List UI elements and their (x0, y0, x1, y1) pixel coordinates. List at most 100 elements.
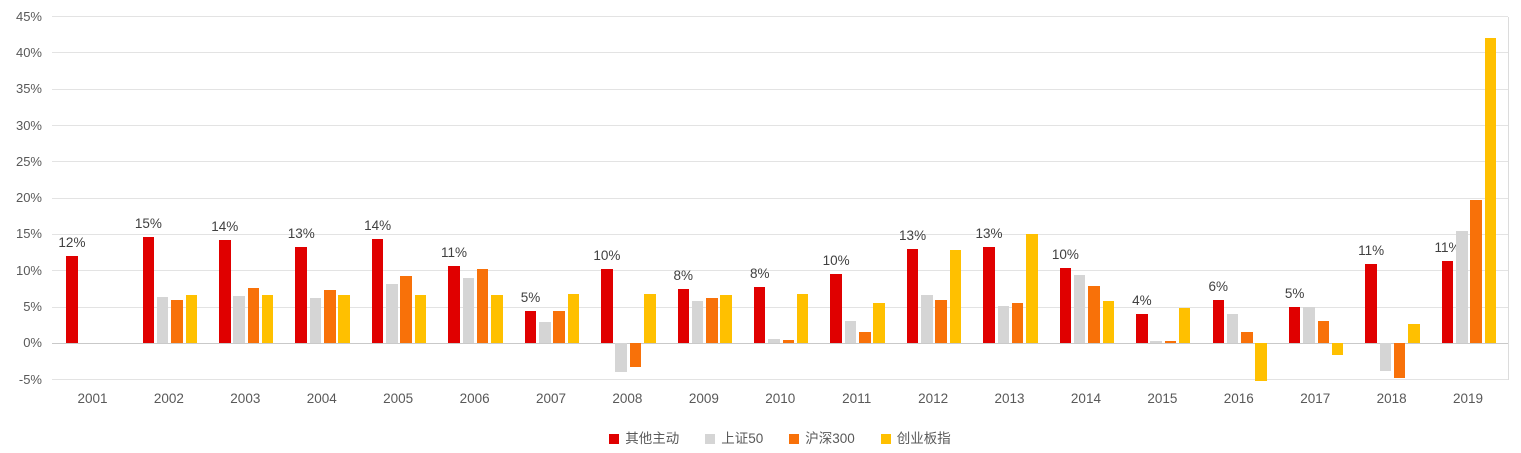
legend-item: 上证50 (705, 431, 763, 447)
y-axis-tick-label: -5% (18, 371, 42, 387)
legend-swatch-icon (705, 434, 716, 444)
x-axis-label: 2011 (842, 391, 872, 406)
bar-value-label: 11% (441, 244, 468, 260)
bar-其他主动-2019 (1441, 260, 1454, 344)
bar-创业板指-2011 (873, 303, 885, 344)
y-axis-tick-label: 45% (15, 8, 42, 24)
x-axis-label: 2010 (765, 391, 796, 406)
bar-其他主动-2009 (677, 288, 690, 344)
bar-创业板指-2004 (338, 294, 350, 344)
bar-创业板指-2016 (1255, 343, 1267, 382)
x-axis-label: 2009 (688, 391, 719, 406)
bar-其他主动-2005 (371, 238, 384, 344)
bar-创业板指-2017 (1331, 343, 1344, 355)
bar-其他主动-2017 (1288, 307, 1301, 344)
y-axis-tick-label: 40% (15, 44, 42, 60)
x-axis-label: 2012 (918, 391, 949, 406)
bar-上证50-2015 (1150, 341, 1162, 344)
bar-沪深300-2006 (476, 268, 489, 344)
bar-上证50-2019 (1456, 231, 1468, 344)
bar-上证50-2016 (1226, 313, 1239, 344)
y-axis-tick-label: 30% (15, 117, 42, 133)
x-axis-label: 2013 (994, 391, 1025, 406)
bar-上证50-2003 (233, 296, 245, 344)
legend-swatch-icon (789, 434, 800, 444)
bar-其他主动-2007 (524, 311, 537, 344)
bar-沪深300-2016 (1241, 332, 1253, 344)
bar-沪深300-2003 (247, 288, 260, 344)
gridline (52, 125, 1508, 126)
bar-value-label: 5% (520, 290, 541, 306)
bar-创业板指-2010 (796, 293, 809, 344)
bar-创业板指-2019 (1484, 38, 1497, 344)
bar-value-label: 10% (593, 247, 621, 263)
x-axis-label: 2007 (535, 391, 567, 406)
bar-沪深300-2002 (171, 300, 183, 344)
bar-其他主动-2013 (983, 246, 995, 344)
x-axis-label: 2015 (1147, 391, 1178, 406)
bar-其他主动-2004 (295, 246, 307, 344)
bar-上证50-2011 (844, 320, 857, 344)
x-axis-label: 2005 (383, 391, 414, 406)
bar-沪深300-2008 (629, 343, 642, 367)
bar-上证50-2006 (462, 277, 475, 344)
bar-沪深300-2012 (935, 299, 947, 344)
legend-label: 上证50 (721, 431, 764, 446)
y-axis-tick-label: 5% (23, 299, 42, 314)
bar-value-label: 6% (1208, 279, 1228, 295)
gridline (52, 197, 1508, 199)
y-axis-tick-label: 25% (15, 153, 42, 169)
bar-创业板指-2009 (720, 294, 732, 344)
bar-上证50-2007 (539, 322, 551, 344)
bar-其他主动-2003 (219, 240, 231, 344)
bar-创业板指-2005 (414, 294, 427, 344)
plot-area-right-border (1508, 16, 1509, 380)
gridline (52, 161, 1508, 163)
bar-其他主动-2008 (601, 268, 613, 344)
legend-label: 沪深300 (805, 431, 855, 446)
x-axis-label: 2019 (1453, 391, 1484, 406)
x-axis-label: 2016 (1223, 391, 1254, 406)
x-axis-label: 2014 (1070, 391, 1101, 406)
bar-其他主动-2010 (753, 287, 766, 344)
bar-其他主动-2001 (66, 256, 78, 344)
gridline (52, 306, 1508, 308)
y-axis-tick-label: 15% (15, 226, 42, 242)
bar-沪深300-2011 (859, 332, 871, 344)
gridline (52, 233, 1508, 235)
bar-其他主动-2015 (1136, 313, 1148, 344)
bar-沪深300-2009 (706, 298, 718, 344)
bar-创业板指-2003 (261, 294, 274, 344)
bar-上证50-2004 (309, 297, 322, 344)
bar-value-label: 13% (899, 227, 927, 243)
bar-沪深300-2018 (1393, 343, 1406, 379)
bar-value-label: 15% (134, 215, 162, 231)
x-axis-label: 2006 (459, 391, 490, 406)
y-axis-tick-label: 0% (23, 335, 42, 351)
bar-创业板指-2018 (1408, 324, 1420, 344)
bar-沪深300-2015 (1164, 341, 1177, 344)
bar-value-label: 11% (1434, 239, 1461, 255)
bar-沪深300-2005 (400, 275, 412, 344)
bar-value-label: 10% (1051, 246, 1079, 262)
bar-沪深300-2017 (1317, 320, 1330, 344)
x-axis-label: 2008 (612, 391, 643, 406)
bar-其他主动-2012 (906, 248, 919, 344)
bar-value-label: 14% (364, 217, 392, 233)
bar-沪深300-2007 (553, 310, 565, 344)
bar-上证50-2014 (1073, 275, 1086, 344)
gridline (52, 342, 1508, 344)
legend-label: 创业板指 (896, 431, 951, 446)
legend-swatch-icon (880, 434, 891, 444)
x-axis-label: 2002 (153, 391, 184, 406)
x-axis-label: 2001 (77, 391, 108, 406)
legend: 其他主动 上证50 沪深300 创业板指 (52, 429, 1508, 449)
bar-上证50-2017 (1303, 307, 1315, 344)
bar-其他主动-2016 (1212, 300, 1224, 344)
bar-沪深300-2010 (782, 340, 795, 344)
bar-创业板指-2012 (949, 249, 962, 344)
bar-创业板指-2002 (185, 294, 198, 344)
bar-其他主动-2002 (142, 236, 155, 344)
bar-沪深300-2013 (1011, 303, 1024, 344)
